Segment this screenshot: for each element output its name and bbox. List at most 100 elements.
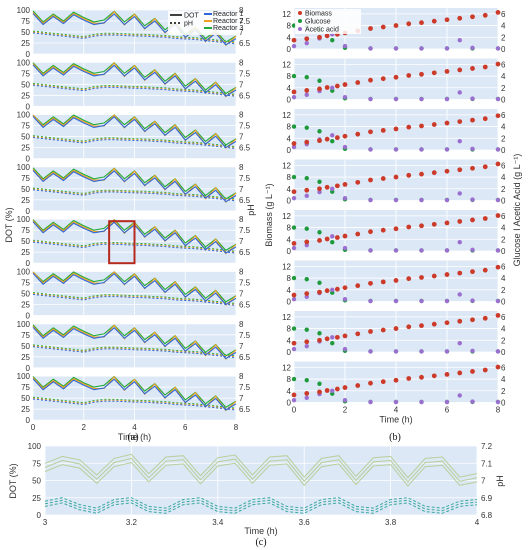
ph-series-line [32,82,237,95]
panel-b-subplot: 0 4 8 12 0 2 4 6 0 2 4 6 8 Time (h) [282,361,506,425]
acetic-acid-point [495,298,501,304]
acetic-acid-point [470,146,475,152]
biomass-point [380,127,386,133]
biomass-point [368,129,373,135]
glucose-point [317,129,322,134]
y2-tick-label: 4 [501,224,506,233]
biomass-point [482,64,488,70]
biomass-point [355,383,361,388]
y-tick-label: 0 [26,259,31,268]
biomass-point [393,74,399,80]
biomass-point [470,369,475,374]
y2-tick-label: 2 [501,33,506,42]
dot-series-line [32,378,237,411]
biomass-point [342,181,348,187]
y-tick-label: 25 [21,196,30,205]
legend-label: Glucose [305,19,331,26]
biomass-point [495,113,501,119]
y2-tick-label: 2 [501,286,506,295]
x-tick-label: 3.4 [212,518,224,527]
legend-label: DOT [184,13,200,20]
biomass-point [431,18,437,24]
panel-label-b: (b) [389,432,401,443]
biomass-point [431,170,437,176]
y-tick-label: 4 [287,33,292,42]
y2-tick-label: 7 [481,477,486,486]
biomass-point [470,317,475,323]
ph-series-line [32,240,237,253]
x-tick-label: 2 [343,406,348,415]
glucose-point [317,230,322,235]
y2-tick-label: 6.5 [239,248,251,257]
y2-tick-label: 2 [501,185,506,194]
ph-series-line [32,397,237,410]
y2-tick-label: 2 [501,387,506,396]
dot-series-line [44,453,478,479]
y2-tick-label: 6.9 [481,494,493,503]
legend-label: pH [184,21,193,28]
biomass-point [470,165,475,171]
acetic-acid-point [470,399,475,404]
acetic-acid-point [291,397,297,403]
y-tick-label: 75 [21,331,30,340]
y-tick-label: 50 [21,185,30,194]
y2-tick-label: 0 [501,197,506,206]
biomass-point [368,229,373,235]
y-tick-label: 0 [26,50,31,59]
y-tick-label: 25 [21,405,30,414]
acetic-acid-point [393,96,399,102]
acetic-acid-point [495,349,501,354]
acetic-acid-point [419,298,424,304]
y-tick-label: 0 [287,197,292,206]
ph-series-line [32,293,237,305]
biomass-point [431,273,437,279]
y2-tick-label: 6 [501,313,506,322]
y2-tick-label: 8 [239,111,244,120]
biomass-point [334,235,340,240]
acetic-acid-point [330,234,335,239]
biomass-point [334,334,340,340]
panel-a-subplot: 0 25 50 75 100 6.5 7 7.5 8 [17,268,251,321]
y2-tick-label: 6 [501,161,506,170]
panel-b-subplot: 0 4 8 12 0 2 4 6 [282,109,506,155]
acetic-acid-point [419,96,424,102]
y-tick-label: 4 [287,286,292,295]
biomass-point [355,80,361,85]
y2-axis-label: pH [495,475,505,487]
y-tick-label: 75 [21,174,30,183]
biomass-point [495,364,501,370]
acetic-acid-point [291,346,297,352]
biomass-point [406,324,412,330]
panel-a-subplot: 0 25 50 75 100 6.5 7 7.5 8 [17,111,251,164]
biomass-point [482,315,488,321]
y2-tick-label: 4 [501,123,506,132]
x-tick-label: 6 [445,406,450,415]
y-tick-label: 100 [17,215,31,224]
x-tick-label: 3.6 [299,518,311,527]
biomass-point [393,174,399,180]
ph-series-line [32,396,237,409]
x-tick-label: 3 [43,518,48,527]
acetic-acid-point [368,46,373,51]
biomass-point [431,221,437,227]
acetic-acid-point [342,43,348,49]
biomass-point [393,126,399,132]
glucose-point [317,381,322,386]
acetic-acid-point [444,96,450,102]
biomass-point [495,161,501,167]
acetic-acid-point [444,46,450,51]
biomass-point [482,116,488,122]
x-axis-label: Time (h) [118,432,151,442]
y2-tick-label: 6.5 [239,91,251,100]
y-tick-label: 0 [287,45,292,54]
y-tick-label: 100 [17,6,31,15]
acetic-acid-point [419,147,424,152]
y-tick-label: 0 [26,155,31,164]
biomass-point [380,176,386,181]
biomass-point [393,326,399,331]
acetic-acid-point [419,349,424,354]
y-tick-label: 100 [17,320,31,329]
